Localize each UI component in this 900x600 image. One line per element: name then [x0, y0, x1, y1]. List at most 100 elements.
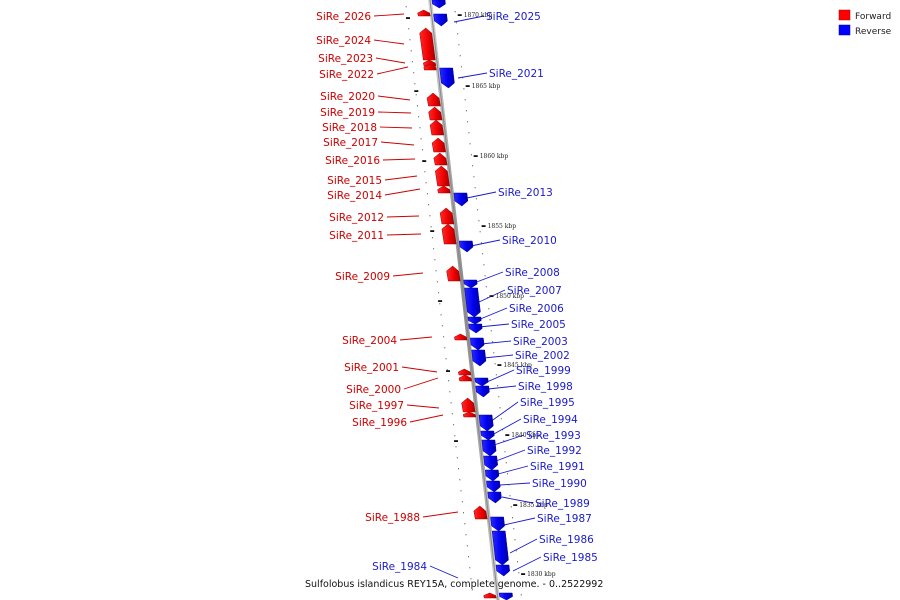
reverse-gene-glyph[interactable]	[470, 337, 485, 351]
reverse-gene-glyph[interactable]	[495, 564, 510, 577]
forward-gene-label[interactable]: SiRe_2016	[325, 155, 380, 167]
forward-gene-glyph[interactable]	[431, 137, 446, 153]
reverse-gene-label[interactable]: SiRe_1992	[527, 445, 582, 457]
leader-line	[497, 465, 529, 475]
reverse-gene-label[interactable]: SiRe_1989	[535, 498, 590, 510]
reverse-gene-label[interactable]: SiRe_1987	[537, 513, 592, 525]
reverse-gene-label[interactable]: SiRe_1994	[523, 414, 578, 426]
forward-gene-label[interactable]: SiRe_2011	[329, 230, 384, 242]
track-dot	[499, 407, 501, 409]
forward-gene-glyph[interactable]	[446, 265, 461, 282]
forward-gene-label[interactable]: SiRe_2018	[322, 122, 377, 134]
forward-gene-glyph[interactable]	[417, 9, 431, 17]
tick-label: 1865 kbp	[472, 83, 501, 90]
reverse-gene-glyph[interactable]	[481, 439, 497, 457]
forward-gene-label[interactable]: SiRe_1988	[365, 512, 420, 524]
track-dot	[443, 336, 445, 338]
reverse-gene-glyph[interactable]	[475, 385, 490, 398]
reverse-gene-glyph[interactable]	[459, 240, 474, 253]
forward-gene-label[interactable]: SiRe_2020	[320, 91, 375, 103]
reverse-gene-label[interactable]: SiRe_2025	[486, 11, 541, 23]
reverse-gene-glyph[interactable]	[464, 287, 481, 318]
forward-gene-label[interactable]: SiRe_2004	[342, 335, 397, 347]
reverse-gene-label[interactable]: SiRe_2021	[489, 68, 544, 80]
forward-gene-label[interactable]: SiRe_2017	[323, 137, 378, 149]
forward-gene-label[interactable]: SiRe_2023	[318, 53, 373, 65]
forward-gene-glyph[interactable]	[458, 368, 472, 376]
forward-gene-glyph[interactable]	[483, 592, 497, 599]
forward-gene-label[interactable]: SiRe_2015	[327, 175, 382, 187]
track-dot	[466, 545, 468, 547]
forward-gene-label[interactable]: SiRe_2024	[316, 35, 371, 47]
track-dot	[455, 446, 457, 448]
forward-gene-glyph[interactable]	[439, 207, 455, 225]
forward-gene-label[interactable]: SiRe_2022	[319, 69, 374, 81]
legend-reverse-swatch	[838, 24, 851, 36]
reverse-gene-glyph[interactable]	[474, 377, 489, 387]
reverse-gene-glyph[interactable]	[487, 491, 502, 504]
reverse-gene-glyph[interactable]	[431, 0, 446, 9]
reverse-gene-glyph[interactable]	[485, 469, 500, 482]
reverse-gene-label[interactable]: SiRe_1990	[532, 478, 587, 490]
forward-gene-glyph[interactable]	[461, 397, 476, 413]
reverse-gene-label[interactable]: SiRe_1995	[520, 397, 575, 409]
reverse-gene-label[interactable]: SiRe_2003	[513, 336, 568, 348]
track-dot	[463, 88, 465, 90]
forward-gene-glyph[interactable]	[433, 152, 448, 166]
reverse-gene-label[interactable]: SiRe_1991	[530, 461, 585, 473]
leader-line	[403, 377, 439, 390]
reverse-gene-label[interactable]: SiRe_2010	[502, 235, 557, 247]
forward-gene-glyph[interactable]	[428, 106, 443, 121]
reverse-gene-glyph[interactable]	[433, 13, 448, 27]
reverse-gene-label[interactable]: SiRe_1984	[372, 561, 427, 573]
reverse-gene-label[interactable]: SiRe_1986	[539, 534, 594, 546]
reverse-gene-glyph[interactable]	[498, 592, 513, 600]
reverse-gene-label[interactable]: SiRe_2013	[498, 187, 553, 199]
reverse-gene-label[interactable]: SiRe_2008	[505, 267, 560, 279]
track-dot	[405, 6, 407, 8]
forward-gene-glyph[interactable]	[437, 185, 451, 194]
reverse-gene-glyph[interactable]	[463, 279, 478, 289]
forward-gene-glyph[interactable]	[458, 374, 473, 382]
reverse-gene-label[interactable]: SiRe_1999	[516, 365, 571, 377]
reverse-gene-glyph[interactable]	[483, 455, 498, 471]
forward-gene-label[interactable]: SiRe_1997	[349, 400, 404, 412]
reverse-gene-label[interactable]: SiRe_1985	[543, 552, 598, 564]
forward-gene-glyph[interactable]	[429, 119, 445, 136]
forward-gene-label[interactable]: SiRe_2000	[346, 384, 401, 396]
forward-gene-glyph[interactable]	[473, 505, 488, 520]
forward-gene-label[interactable]: SiRe_2026	[316, 11, 371, 23]
reverse-gene-glyph[interactable]	[453, 192, 469, 207]
reverse-gene-glyph[interactable]	[491, 530, 509, 566]
reverse-gene-glyph[interactable]	[468, 323, 483, 334]
forward-gene-label[interactable]: SiRe_2001	[344, 362, 399, 374]
reverse-gene-label[interactable]: SiRe_2007	[507, 285, 562, 297]
forward-gene-label[interactable]: SiRe_2009	[335, 271, 390, 283]
reverse-gene-glyph[interactable]	[467, 316, 482, 325]
forward-gene-label[interactable]: SiRe_1996	[352, 417, 407, 429]
reverse-gene-label[interactable]: SiRe_2005	[511, 319, 566, 331]
reverse-gene-glyph[interactable]	[490, 516, 505, 532]
forward-gene-label[interactable]: SiRe_2014	[327, 190, 382, 202]
forward-gene-label[interactable]: SiRe_2012	[329, 212, 384, 224]
reverse-gene-glyph[interactable]	[471, 349, 487, 367]
reverse-gene-label[interactable]: SiRe_2006	[509, 303, 564, 315]
forward-gene-glyph[interactable]	[462, 411, 477, 418]
forward-gene-glyph[interactable]	[423, 63, 437, 71]
reverse-gene-glyph[interactable]	[439, 67, 455, 89]
track-dot	[439, 303, 441, 305]
reverse-gene-label[interactable]: SiRe_1998	[518, 381, 573, 393]
forward-gene-label[interactable]: SiRe_2019	[320, 107, 375, 119]
reverse-gene-label[interactable]: SiRe_1993	[526, 430, 581, 442]
leader-line	[384, 175, 418, 181]
reverse-gene-glyph[interactable]	[480, 430, 495, 441]
tick-label: 1855 kbp	[488, 223, 517, 230]
reverse-gene-glyph[interactable]	[486, 480, 501, 493]
forward-gene-glyph[interactable]	[454, 333, 468, 341]
reverse-gene-glyph[interactable]	[478, 414, 494, 432]
forward-gene-glyph[interactable]	[426, 92, 441, 107]
forward-gene-glyph[interactable]	[441, 223, 457, 245]
reverse-gene-label[interactable]: SiRe_2002	[515, 350, 570, 362]
track-dot	[416, 105, 418, 107]
